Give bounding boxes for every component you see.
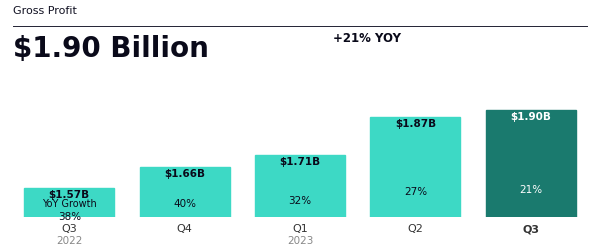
Text: 2022: 2022: [56, 236, 82, 244]
Text: $1.71B: $1.71B: [280, 157, 320, 167]
Text: 21%: 21%: [519, 185, 542, 195]
Bar: [255, 155, 345, 216]
Text: $1.66B: $1.66B: [164, 169, 205, 179]
Text: $1.90B: $1.90B: [511, 112, 551, 122]
Text: $1.90 Billion: $1.90 Billion: [13, 35, 209, 63]
Text: $1.87B: $1.87B: [395, 119, 436, 129]
Bar: [486, 110, 576, 216]
Bar: [140, 167, 230, 216]
Text: Q3: Q3: [61, 224, 77, 234]
Text: YoY Growth: YoY Growth: [42, 199, 97, 209]
Text: Q3: Q3: [522, 224, 539, 234]
Text: Q1: Q1: [292, 224, 308, 234]
Text: 38%: 38%: [58, 212, 81, 222]
Text: 2023: 2023: [287, 236, 313, 244]
Text: $1.57B: $1.57B: [49, 190, 90, 200]
Bar: [24, 188, 114, 216]
Text: 32%: 32%: [289, 196, 311, 206]
Bar: [370, 117, 460, 216]
Text: 40%: 40%: [173, 199, 196, 209]
Text: Q2: Q2: [407, 224, 424, 234]
Text: 27%: 27%: [404, 187, 427, 197]
Text: Gross Profit: Gross Profit: [13, 6, 77, 16]
Text: Q4: Q4: [176, 224, 193, 234]
Text: +21% YOY: +21% YOY: [333, 32, 401, 45]
